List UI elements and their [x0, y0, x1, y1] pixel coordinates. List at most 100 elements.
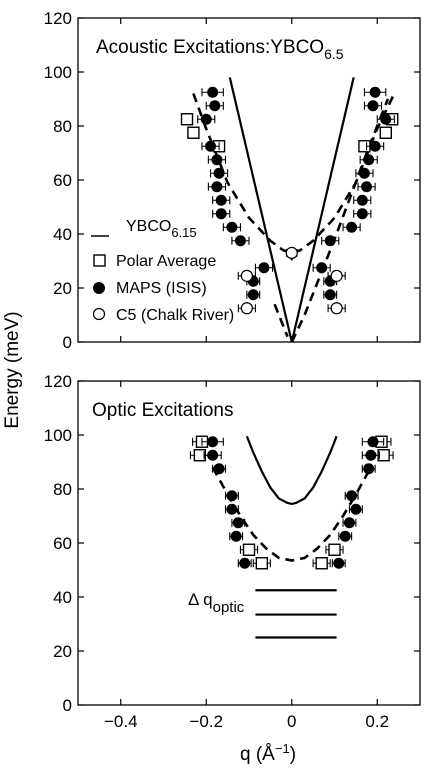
point-maps — [339, 530, 351, 542]
point-maps — [333, 557, 345, 569]
point-maps — [380, 113, 392, 125]
point-maps — [358, 167, 370, 179]
point-maps — [324, 289, 336, 301]
point-maps — [361, 181, 373, 193]
point-maps — [226, 503, 238, 515]
point-maps — [211, 181, 223, 193]
point-c5 — [285, 246, 298, 259]
y-tick-label: 60 — [53, 534, 72, 553]
panel-title-optic: Optic Excitations — [92, 400, 234, 421]
legend-label-polar: Polar Average — [116, 253, 216, 270]
point-maps — [239, 557, 251, 569]
point-maps — [346, 221, 358, 233]
panel-title-acoustic: Acoustic Excitations:YBCO6.5 — [96, 37, 344, 62]
y-tick-label: 100 — [44, 426, 72, 445]
y-tick-label: 120 — [44, 9, 72, 28]
point-polar-average — [328, 543, 341, 556]
point-maps — [226, 490, 238, 502]
plot-frame-optic — [77, 380, 421, 706]
legend-label-c5: C5 (Chalk River) — [116, 307, 234, 324]
point-maps — [200, 113, 212, 125]
point-c5 — [240, 269, 253, 282]
point-maps — [346, 490, 358, 502]
delta-q-lines — [255, 589, 337, 639]
point-c5 — [330, 269, 343, 282]
point-polar-average — [187, 126, 200, 139]
point-maps — [234, 235, 246, 247]
point-maps — [215, 208, 227, 220]
y-tick-label: 80 — [53, 117, 72, 136]
y-tick-label: 40 — [53, 588, 72, 607]
point-maps — [367, 436, 379, 448]
point-maps — [365, 449, 377, 461]
y-tick-label: 100 — [44, 63, 72, 82]
curve-solid — [228, 77, 355, 343]
xticks-optic: −0.4 −0.2 0 0.2 — [104, 381, 389, 731]
points-optic — [189, 435, 394, 570]
point-maps — [324, 235, 336, 247]
y-tick-label: 120 — [44, 372, 72, 391]
x-axis-label: q (Å−1) — [240, 741, 296, 765]
legend-filled-circle-marker — [93, 282, 105, 294]
point-maps — [226, 221, 238, 233]
point-maps — [363, 154, 375, 166]
point-maps — [367, 100, 379, 112]
point-maps — [247, 289, 259, 301]
point-maps — [213, 167, 225, 179]
y-tick-label: 80 — [53, 480, 72, 499]
curve-solid — [245, 435, 338, 506]
point-maps — [369, 140, 381, 152]
x-tick-label: 0.2 — [365, 712, 389, 731]
y-tick-label: 40 — [53, 225, 72, 244]
legend-open-circle-marker — [92, 307, 106, 321]
legend-label-maps: MAPS (ISIS) — [116, 280, 207, 297]
y-tick-label: 20 — [53, 279, 72, 298]
point-polar-average — [315, 557, 328, 570]
point-maps — [369, 86, 381, 98]
point-maps — [207, 449, 219, 461]
y-tick-label: 20 — [53, 642, 72, 661]
point-polar-average — [379, 126, 392, 139]
yticks-optic: 0 20 40 60 80 100 120 — [44, 372, 420, 715]
point-maps — [230, 530, 242, 542]
point-maps — [207, 86, 219, 98]
point-c5 — [240, 302, 253, 315]
point-c5 — [330, 302, 343, 315]
point-polar-average — [255, 557, 269, 570]
y-tick-label: 0 — [63, 696, 72, 715]
yticks-acoustic: 0 20 40 60 80 100 120 — [44, 9, 420, 352]
curve-dashed — [273, 303, 289, 338]
legend: YBCO6.15 Polar Average MAPS (ISIS) C5 (C… — [91, 218, 234, 324]
point-maps — [205, 140, 217, 152]
point-polar-average — [180, 113, 194, 126]
point-maps — [215, 194, 227, 206]
y-tick-label: 0 — [63, 333, 72, 352]
point-maps — [316, 262, 328, 274]
y-tick-label: 60 — [53, 171, 72, 190]
panel-acoustic: 0 20 40 60 80 100 120 Acoustic Excitations:YBC… — [44, 9, 421, 352]
point-maps — [211, 154, 223, 166]
point-maps — [363, 463, 375, 475]
points-acoustic — [180, 86, 399, 315]
point-maps — [213, 463, 225, 475]
legend-label-ybco615: YBCO6.15 — [126, 218, 197, 240]
point-maps — [356, 194, 368, 206]
annotation-delta-q: Δ qoptic — [188, 590, 245, 616]
y-axis-label: Energy (meV) — [2, 311, 23, 428]
curves-optic — [211, 435, 372, 562]
legend-square-marker — [93, 254, 106, 267]
point-maps — [343, 517, 355, 529]
point-maps — [232, 517, 244, 529]
x-tick-label: −0.2 — [189, 712, 223, 731]
panel-optic: 0 20 40 60 80 100 120 −0.4 −0.2 0 0.2 Optic Excit… — [44, 372, 421, 731]
point-maps — [207, 436, 219, 448]
curve-dashed — [211, 466, 372, 562]
point-maps — [258, 262, 270, 274]
x-tick-label: 0 — [287, 712, 296, 731]
point-maps — [209, 100, 221, 112]
x-tick-label: −0.4 — [104, 712, 138, 731]
point-maps — [356, 208, 368, 220]
point-maps — [350, 503, 362, 515]
point-polar-average — [242, 543, 256, 556]
